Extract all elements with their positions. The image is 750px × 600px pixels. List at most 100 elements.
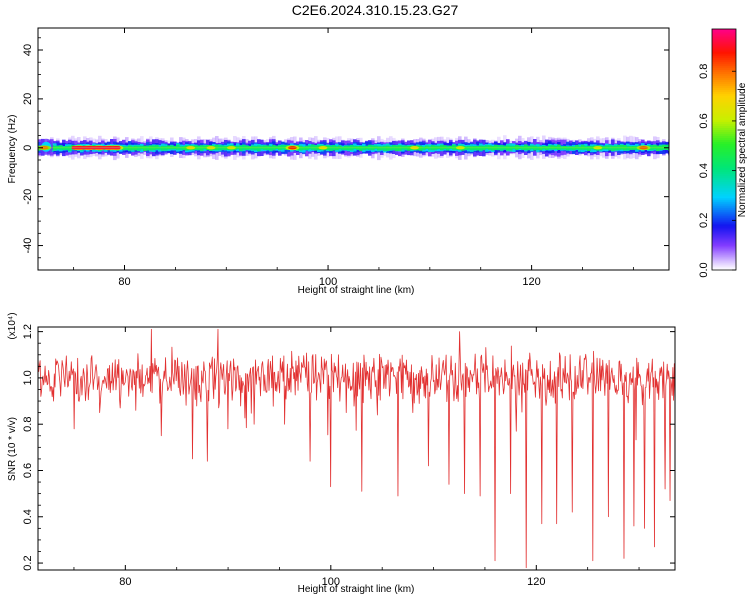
spectrogram-cell [53, 145, 57, 151]
spectrogram-y-tick-label: -20 [22, 189, 34, 205]
colorbar-band [712, 143, 736, 147]
colorbar-band [712, 171, 736, 175]
colorbar-band [712, 103, 736, 106]
spectrogram-cell [587, 145, 591, 151]
colorbar-band [712, 57, 736, 60]
colorbar-band [712, 167, 736, 171]
spectrogram-cell [341, 146, 345, 151]
colorbar-band [712, 117, 736, 120]
spectrogram-cell [572, 146, 576, 151]
colorbar-band [712, 213, 736, 217]
spectrogram-cell [524, 144, 528, 151]
colorbar-band [712, 207, 736, 211]
spectrogram-cell [527, 145, 531, 151]
colorbar-band [712, 131, 736, 135]
snr-y-tick-label: 0.8 [22, 417, 34, 432]
spectrogram-cell [275, 145, 279, 149]
colorbar-band [712, 67, 736, 70]
colorbar-band [712, 217, 736, 221]
colorbar-band [712, 259, 736, 263]
colorbar-band [712, 111, 736, 114]
colorbar-band [712, 223, 736, 227]
colorbar-band [712, 195, 736, 199]
snr-frame [37, 326, 676, 571]
spectrogram-cell [575, 144, 579, 150]
colorbar-band [712, 239, 736, 243]
spectrogram-cell [254, 145, 258, 151]
colorbar-band [712, 173, 736, 177]
colorbar-band [712, 251, 736, 255]
colorbar-band [712, 127, 736, 131]
snr-series-line [38, 328, 675, 569]
colorbar-band [712, 49, 736, 52]
spectrogram-cell [386, 145, 390, 151]
colorbar-band [712, 55, 736, 58]
colorbar-band [712, 99, 736, 102]
spectrogram-heatmap [38, 135, 669, 161]
spectrogram-cell [611, 145, 615, 151]
spectrogram-cell [164, 146, 168, 151]
colorbar-tick-label: 0.2 [698, 213, 710, 228]
spectrogram-cell [389, 146, 393, 150]
colorbar-band [712, 163, 736, 167]
colorbar-band [712, 261, 736, 265]
spectrogram-cell [155, 145, 159, 150]
colorbar-band [712, 181, 736, 185]
spectrogram-x-tick-label: 120 [522, 276, 540, 288]
colorbar-band [712, 165, 736, 169]
spectrogram-cell [281, 144, 285, 150]
snr-x-ticks: 80 100 120 [73, 327, 640, 588]
spectrogram-y-tick-label: 40 [22, 44, 34, 56]
spectrogram-cell [530, 145, 534, 150]
spectrogram-cell [257, 145, 261, 152]
spectrogram-cell [59, 145, 63, 150]
spectrogram-cell [425, 145, 429, 149]
spectrogram-cell [476, 146, 480, 151]
spectrogram-panel: 80 100 120 -40 -20 0 20 40 Height of straight … [7, 27, 670, 296]
colorbar-band [712, 105, 736, 108]
colorbar-band [712, 95, 736, 98]
spectrogram-cell [374, 145, 378, 149]
colorbar-band [712, 73, 736, 76]
colorbar-band [712, 47, 736, 50]
colorbar-band [712, 263, 736, 267]
colorbar-gradient [712, 29, 736, 271]
spectrogram-cell [626, 145, 630, 151]
spectrogram-cell [515, 144, 519, 150]
spectrogram-cell [662, 144, 666, 150]
spectrogram-cell [581, 144, 585, 150]
colorbar-band [712, 175, 736, 179]
colorbar-band [712, 31, 736, 34]
colorbar-band [712, 235, 736, 239]
spectrogram-cell [161, 145, 165, 151]
snr-panel: 80 100 120 0.2 0.4 0.6 0.8 1.0 1.2 Height of st… [7, 312, 676, 595]
colorbar-band [712, 151, 736, 155]
spectrogram-cell [443, 145, 447, 150]
colorbar-band [712, 43, 736, 46]
snr-y-axis-label: SNR (10 * v/v) [7, 417, 18, 481]
colorbar-band [712, 185, 736, 189]
colorbar-band [712, 157, 736, 161]
colorbar-band [712, 149, 736, 153]
spectrogram-cell [368, 144, 372, 150]
spectrogram-cell [494, 144, 498, 150]
colorbar-band [712, 229, 736, 233]
colorbar-band [712, 137, 736, 141]
colorbar-band [712, 241, 736, 245]
spectrogram-cell [311, 144, 315, 150]
spectrogram-cell [362, 146, 366, 151]
colorbar-band [712, 255, 736, 259]
colorbar-band [712, 93, 736, 96]
colorbar-band [712, 41, 736, 44]
spectrogram-x-axis-label: Height of straight line (km) [298, 285, 415, 296]
colorbar-band [712, 135, 736, 139]
spectrogram-cell [518, 145, 522, 150]
spectrogram-cell [359, 145, 363, 151]
colorbar-tick-label: 0.6 [698, 113, 710, 128]
spectrogram-cell [533, 145, 537, 151]
colorbar-frame [711, 28, 737, 271]
spectrogram-cell [473, 145, 477, 151]
colorbar-band [712, 123, 736, 126]
spectrogram-y-axis-label: Frequency (Hz) [7, 115, 18, 184]
spectrogram-cell [137, 145, 141, 151]
